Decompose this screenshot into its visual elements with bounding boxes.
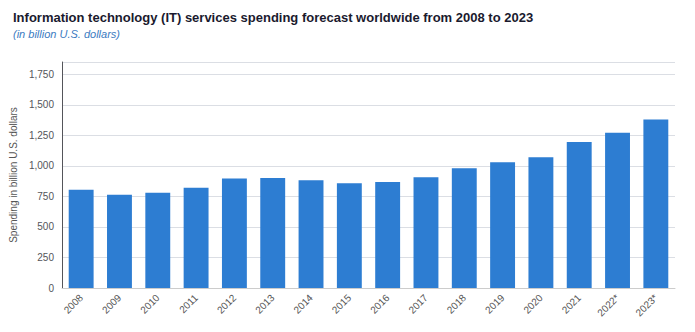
svg-text:750: 750 — [37, 191, 54, 202]
svg-text:2015: 2015 — [330, 292, 354, 316]
svg-text:1,250: 1,250 — [29, 130, 54, 141]
svg-text:2011: 2011 — [177, 292, 200, 315]
svg-text:2019: 2019 — [483, 292, 507, 316]
svg-text:(in billion U.S. dollars): (in billion U.S. dollars) — [13, 28, 120, 40]
svg-text:2022*: 2022* — [595, 292, 621, 318]
svg-text:1,500: 1,500 — [29, 99, 54, 110]
svg-text:2014: 2014 — [291, 292, 315, 316]
svg-text:Information technology (IT) se: Information technology (IT) services spe… — [13, 10, 533, 25]
svg-text:2013: 2013 — [253, 292, 277, 316]
svg-text:2009: 2009 — [100, 292, 124, 316]
svg-text:2018: 2018 — [445, 292, 469, 316]
svg-text:2012: 2012 — [215, 292, 239, 316]
svg-text:2021: 2021 — [560, 292, 584, 316]
svg-text:500: 500 — [37, 221, 54, 232]
svg-text:2017: 2017 — [406, 292, 430, 316]
svg-text:0: 0 — [48, 283, 54, 294]
svg-text:2020: 2020 — [521, 292, 545, 316]
svg-text:1,000: 1,000 — [29, 160, 54, 171]
svg-text:2010: 2010 — [138, 292, 162, 316]
svg-text:2008: 2008 — [62, 292, 86, 316]
svg-text:Spending in billion U.S. dolla: Spending in billion U.S. dollars — [8, 107, 19, 243]
svg-text:250: 250 — [37, 252, 54, 263]
svg-text:2023*: 2023* — [633, 292, 659, 318]
svg-text:1,750: 1,750 — [29, 69, 54, 80]
svg-text:2016: 2016 — [368, 292, 392, 316]
